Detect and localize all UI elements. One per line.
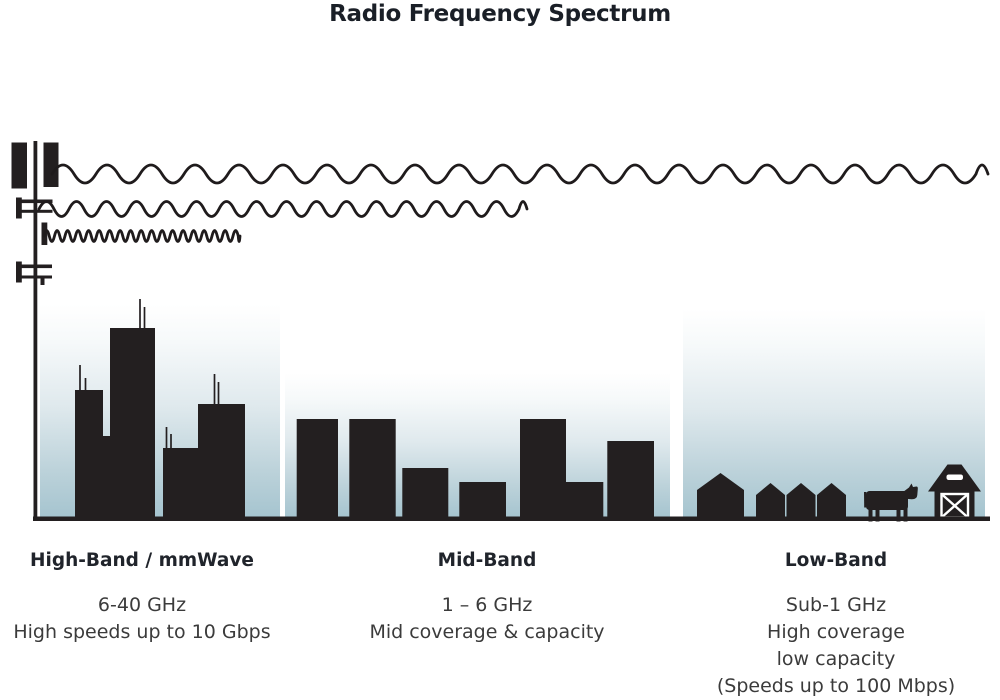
low-band-text-column: Low-Band Sub-1 GHz High coverage low cap…	[686, 548, 986, 700]
high-band-label: High-Band / mmWave	[30, 550, 254, 571]
low-band-label: Low-Band	[784, 550, 888, 571]
ground-line	[33, 516, 990, 521]
high-band-frequency: 6-40 GHz	[97, 594, 187, 616]
high-band-text-column: High-Band / mmWave 6-40 GHz High speeds …	[0, 548, 292, 646]
mid-band-frequency: 1 – 6 GHz	[441, 594, 533, 616]
low-band-frequency: Sub-1 GHz	[785, 594, 887, 616]
medium-wavelength-wave-icon	[37, 200, 529, 218]
long-wavelength-wave-icon	[50, 163, 990, 185]
midrise-buildings-icon	[296, 419, 654, 518]
mid-band-label: Mid-Band	[437, 550, 537, 571]
short-wavelength-wave-icon	[42, 229, 242, 243]
mid-band-details: 1 – 6 GHz Mid coverage & capacity	[337, 592, 637, 646]
barn-loft-window	[946, 474, 963, 480]
mid-band-text-column: Mid-Band 1 – 6 GHz Mid coverage & capaci…	[337, 548, 637, 646]
skyscrapers-icon	[75, 299, 245, 518]
mid-band-description: Mid coverage & capacity	[369, 621, 605, 643]
houses-icon	[697, 473, 846, 518]
barn-icon	[928, 464, 981, 520]
low-band-capacity: low capacity	[776, 648, 896, 670]
high-band-details: 6-40 GHz High speeds up to 10 Gbps	[0, 592, 292, 646]
low-band-details: Sub-1 GHz High coverage low capacity (Sp…	[686, 592, 986, 700]
low-band-coverage: High coverage	[767, 621, 905, 643]
cow-icon	[864, 483, 918, 522]
low-band-speed: (Speeds up to 100 Mbps)	[716, 675, 956, 697]
cell-tower-icon	[11, 141, 59, 520]
page-title: Radio Frequency Spectrum	[329, 1, 671, 27]
high-band-description: High speeds up to 10 Gbps	[13, 621, 271, 643]
